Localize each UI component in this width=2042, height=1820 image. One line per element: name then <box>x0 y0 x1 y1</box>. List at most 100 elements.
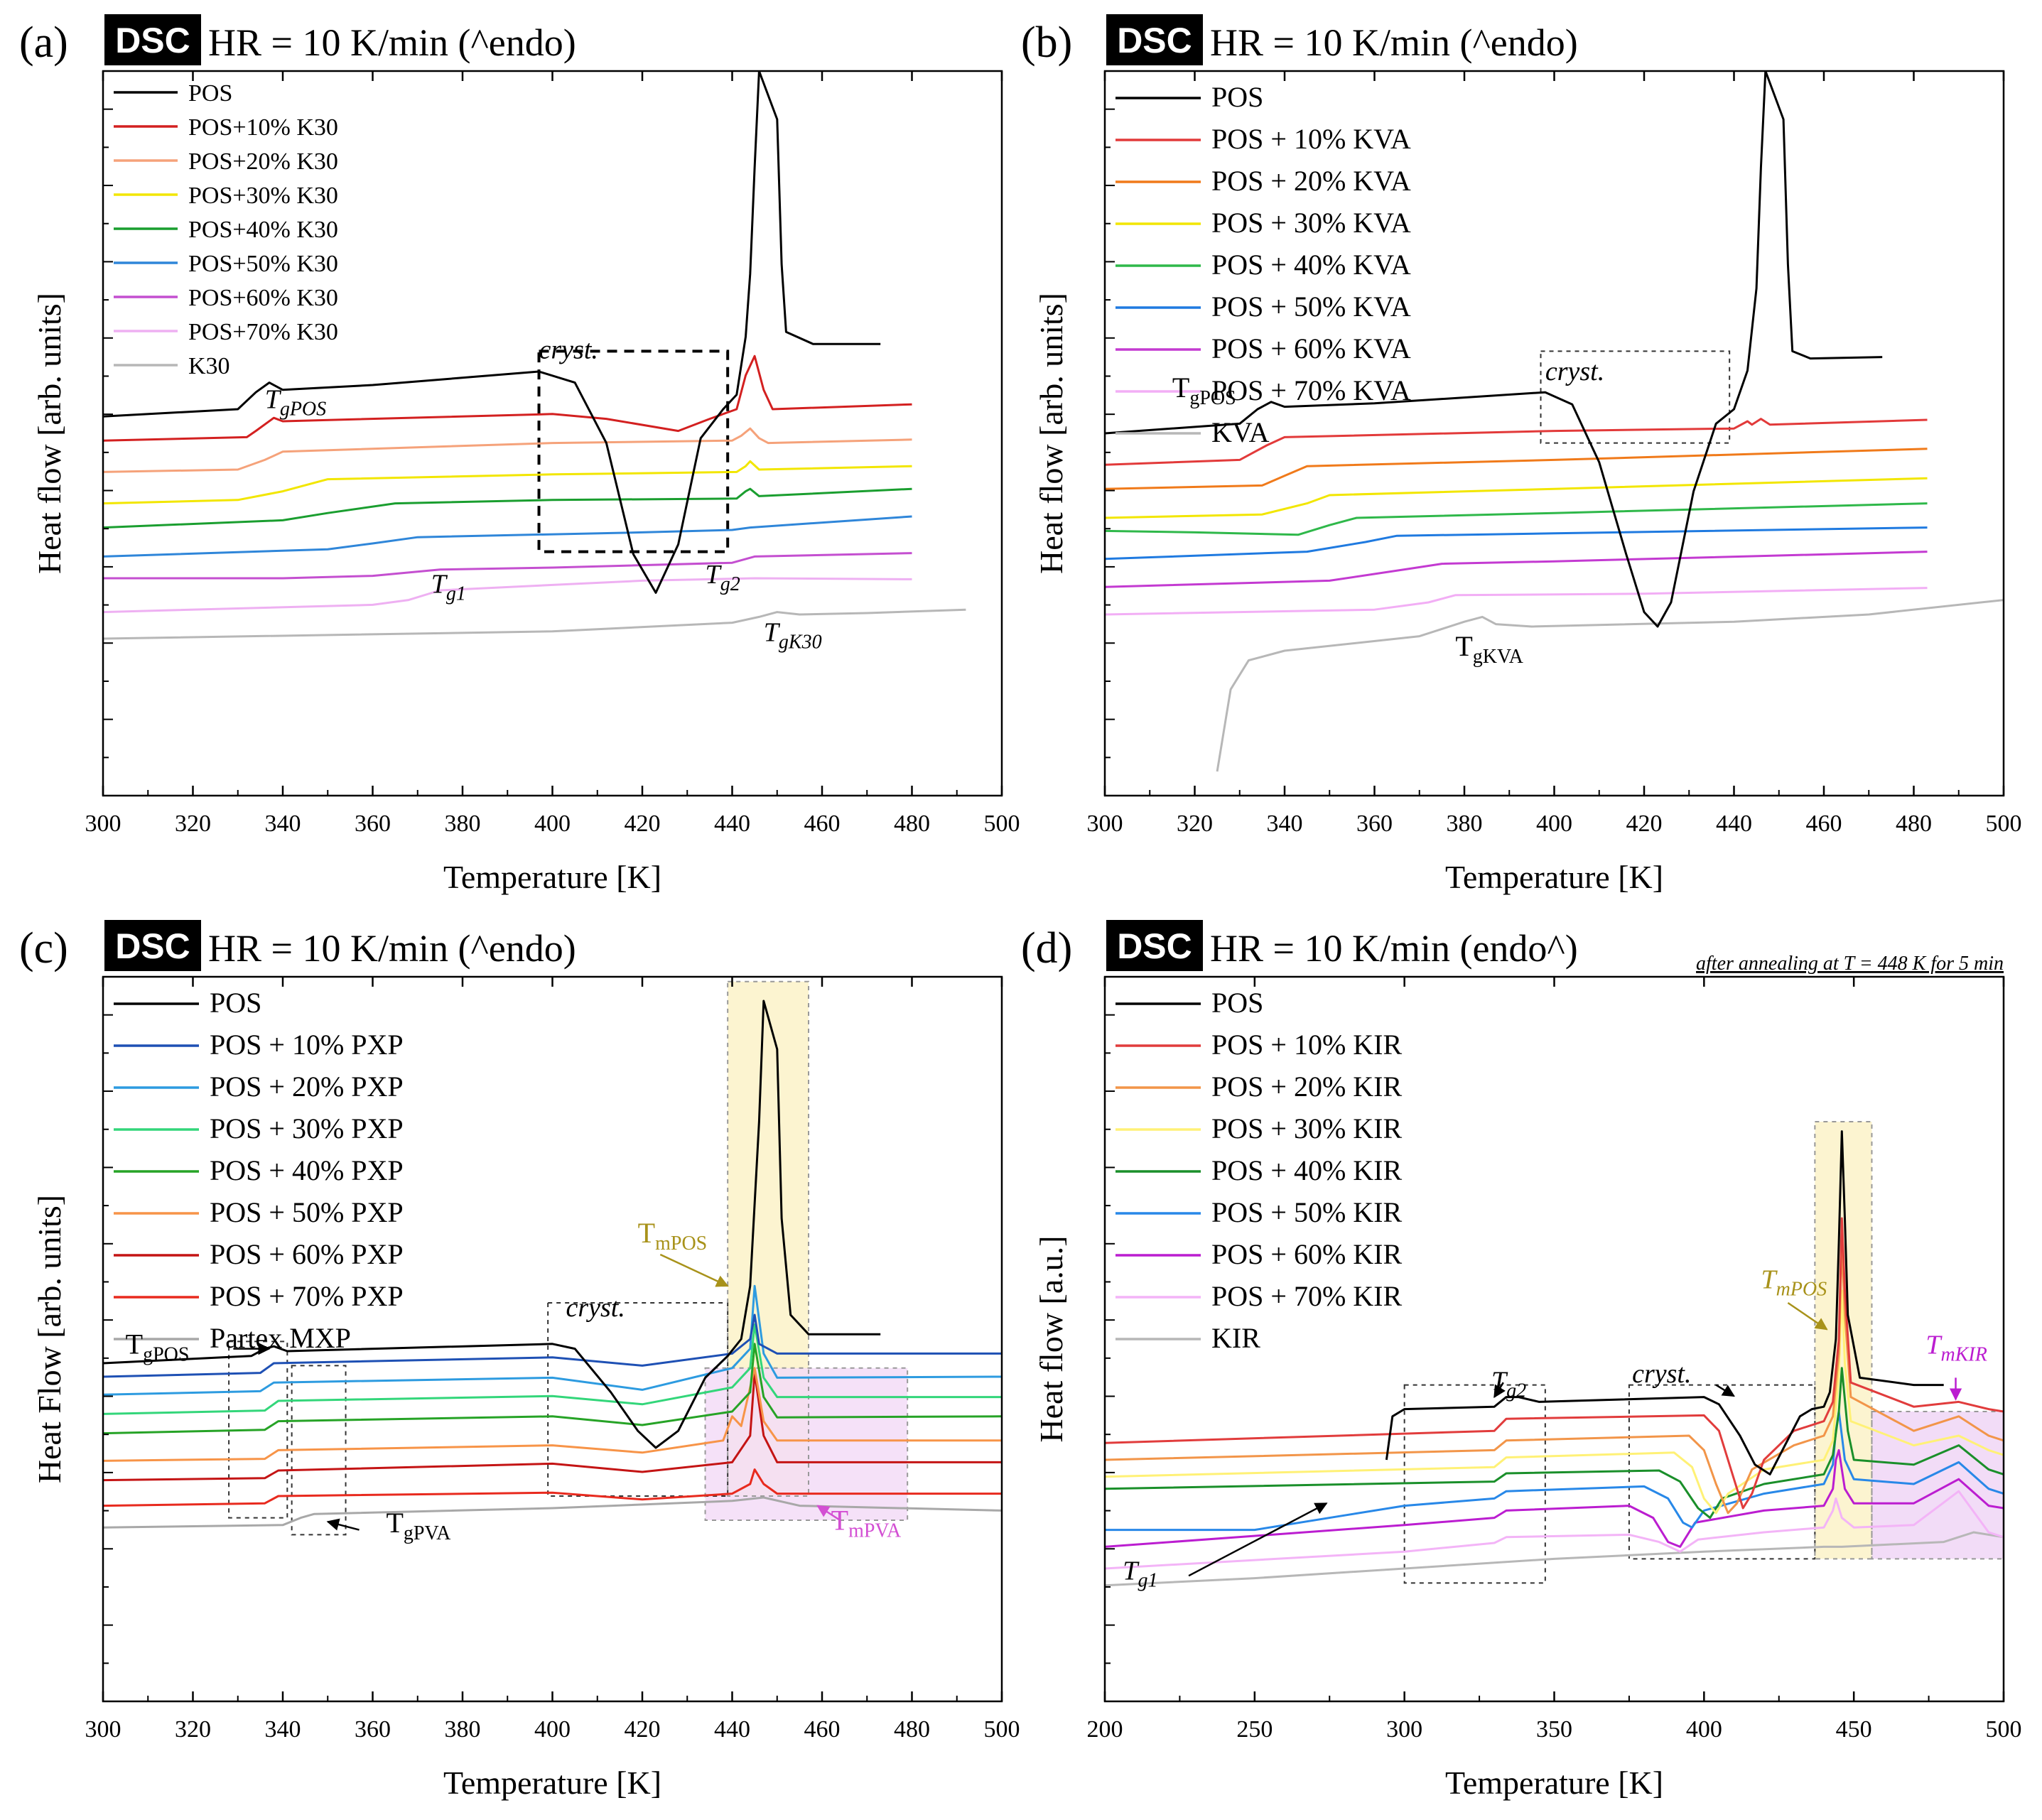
x-tick-label: 340 <box>265 1716 301 1743</box>
legend-label: POS <box>210 987 261 1019</box>
x-tick-label: 400 <box>1536 811 1572 837</box>
x-tick-label: 400 <box>534 1716 571 1743</box>
x-tick-label: 420 <box>625 1716 661 1743</box>
legend-label: POS + 50% KIR <box>1211 1196 1402 1228</box>
annotation: cryst. <box>1545 357 1604 386</box>
annotation-text: cryst. <box>539 335 598 365</box>
series-line <box>1105 1241 2004 1515</box>
series-line <box>1105 477 1928 519</box>
series-line <box>1105 1448 2004 1548</box>
x-tick-label: 480 <box>1896 811 1932 837</box>
x-tick-label: 440 <box>714 811 750 837</box>
panel-b: (b) DSC HR = 10 K/min (^endo) 300 320 340 360 3… <box>1021 14 2022 895</box>
series-line <box>1105 1490 2004 1570</box>
annotation: Tg1 <box>1123 1556 1157 1592</box>
x-tick-label: 460 <box>1806 811 1842 837</box>
legend-label: POS <box>188 80 232 107</box>
panel-title: HR = 10 K/min (endo^) <box>1210 927 1578 970</box>
annotation-subscript: mPOS <box>655 1233 707 1255</box>
panel-c: (c) DSC HR = 10 K/min (^endo) 300 320 340 360 3… <box>19 920 1020 1801</box>
legend-label: POS + 70% KVA <box>1211 374 1411 406</box>
x-tick-label: 440 <box>1716 811 1752 837</box>
legend-label: POS + 50% PXP <box>210 1196 404 1228</box>
legend-label: K30 <box>188 353 230 379</box>
series-line <box>1385 1130 1944 1475</box>
series-line <box>103 1323 1002 1415</box>
x-tick-label: 400 <box>1686 1716 1722 1743</box>
legend-label: POS + 10% KVA <box>1211 123 1411 155</box>
x-tick-label: 500 <box>984 1716 1020 1743</box>
y-axis-label: Heat flow [a.u.] <box>1033 1235 1069 1442</box>
annotation: cryst. <box>539 335 598 365</box>
x-tick-label: 360 <box>1356 811 1393 837</box>
annotation-subscript: mKIR <box>1941 1343 1987 1365</box>
legend-label: POS+40% K30 <box>188 217 338 243</box>
annotation-text: T <box>706 560 723 590</box>
dsc-badge: DSC <box>1117 926 1192 966</box>
legend: POS POS + 10% KIR POS + 20% KIR POS + 30% K… <box>1115 987 1402 1354</box>
dsc-badge-box <box>104 14 201 65</box>
annotation: cryst. <box>1632 1359 1691 1389</box>
annotation-text: T <box>1491 1366 1508 1396</box>
x-tick-label: 480 <box>894 1716 930 1743</box>
x-tick-label: 320 <box>175 811 211 837</box>
plot-area <box>1105 71 2004 772</box>
annotation: TmPOS <box>638 1217 708 1255</box>
annotation-text: T <box>1761 1265 1778 1295</box>
legend-label: POS + 10% PXP <box>210 1029 404 1061</box>
series-line <box>1105 1367 2004 1520</box>
panel-d: (d) DSC HR = 10 K/min (endo^) after anneali… <box>1021 920 2022 1801</box>
annotation: TgPOS <box>265 385 326 421</box>
x-tick-label: 380 <box>445 811 481 837</box>
x-axis-label: Temperature [K] <box>1445 1765 1663 1801</box>
dashed-box <box>727 980 810 1497</box>
annotation-text: T <box>126 1328 143 1360</box>
panel-label: (b) <box>1021 18 1072 67</box>
series-line <box>103 608 966 640</box>
series-line <box>1105 551 1928 588</box>
legend-label: KVA <box>1211 416 1270 448</box>
legend: POS POS + 10% PXP POS + 20% PXP POS + 30% P… <box>114 987 404 1354</box>
annotation-subscript: mPOS <box>1776 1279 1827 1301</box>
series-line <box>1105 526 1928 560</box>
annotation-subscript: g2 <box>1506 1380 1526 1402</box>
legend-label: POS+60% K30 <box>188 285 338 311</box>
annotation-subscript: g2 <box>720 573 740 595</box>
annotation-text: cryst. <box>566 1293 625 1323</box>
panel-title: HR = 10 K/min (^endo) <box>208 21 576 64</box>
series-line <box>103 460 912 505</box>
panel-label: (a) <box>19 18 68 67</box>
x-tick-label: 340 <box>265 811 301 837</box>
legend-label: POS + 20% KVA <box>1211 165 1411 197</box>
x-tick-label: 400 <box>534 811 571 837</box>
x-tick-label: 320 <box>175 1716 211 1743</box>
x-axis-label: Temperature [K] <box>443 859 661 895</box>
annotation-subscript: gPOS <box>1189 387 1236 409</box>
series-line <box>103 71 881 594</box>
shaded-region <box>705 1367 908 1520</box>
legend-label: POS + 70% KIR <box>1211 1280 1402 1312</box>
plot-area <box>103 71 966 640</box>
y-axis-label: Heat flow [arb. units] <box>31 293 67 574</box>
annotation: Tg2 <box>706 560 740 595</box>
series-line <box>103 354 912 442</box>
legend-label: POS + 30% KVA <box>1211 207 1411 239</box>
legend-label: KIR <box>1211 1322 1260 1354</box>
annotation-text: T <box>386 1507 403 1539</box>
series-line <box>1105 1410 2004 1532</box>
annotation-subscript: mPVA <box>848 1520 902 1542</box>
annotation-arrow <box>1787 1301 1828 1331</box>
x-tick-label: 460 <box>804 1716 841 1743</box>
plot-frame <box>102 70 1003 797</box>
x-tick-label: 320 <box>1177 811 1213 837</box>
annotation-arrow <box>326 1518 360 1531</box>
annotation: TmPOS <box>1761 1265 1827 1301</box>
dsc-badge: DSC <box>115 21 190 60</box>
annotation: cryst. <box>566 1293 625 1323</box>
annotation: TgPOS <box>126 1328 190 1365</box>
legend-label: POS + 40% KIR <box>1211 1154 1402 1186</box>
series-line <box>103 577 912 614</box>
legend-label: POS + 40% PXP <box>210 1154 404 1186</box>
plot-area <box>1105 1121 2004 1587</box>
